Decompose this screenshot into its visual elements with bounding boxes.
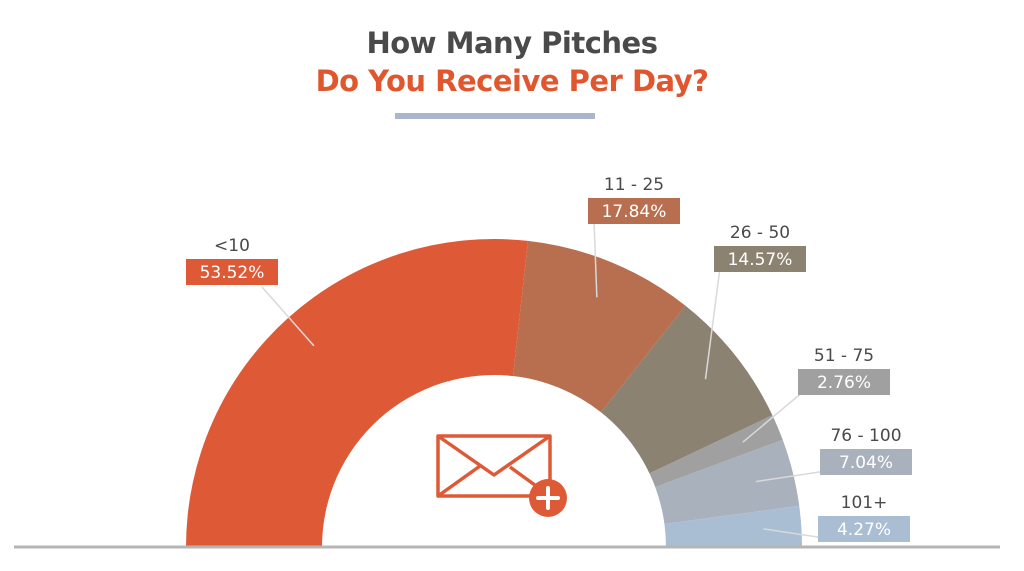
value-label-3: 2.76% — [817, 373, 871, 393]
value-box-5 — [818, 516, 910, 542]
value-box-3 — [798, 369, 890, 395]
leader-line-1 — [593, 219, 598, 298]
value-label-4: 7.04% — [839, 453, 893, 473]
envelope-plus-icon — [436, 434, 567, 517]
segment-5 — [664, 505, 802, 547]
value-label-1: 17.84% — [602, 202, 667, 222]
value-box-1 — [588, 198, 680, 224]
value-box-2 — [714, 246, 806, 272]
category-label-2: 26 - 50 — [730, 223, 790, 243]
leader-lines — [261, 219, 827, 539]
leader-line-3 — [742, 390, 805, 443]
segment-3 — [649, 415, 783, 488]
segment-0 — [186, 238, 528, 547]
value-box-4 — [820, 449, 912, 475]
leader-line-5 — [763, 528, 825, 539]
category-label-4: 76 - 100 — [830, 426, 901, 446]
value-label-2: 14.57% — [728, 250, 793, 270]
segment-4 — [655, 439, 800, 524]
leader-line-0 — [261, 286, 315, 347]
category-label-0: <10 — [214, 236, 250, 256]
leader-line-4 — [755, 470, 827, 483]
leader-line-2 — [704, 267, 721, 380]
chart-segments — [186, 238, 802, 547]
title-line-1: How Many Pitches — [366, 26, 658, 60]
value-label-5: 4.27% — [837, 520, 891, 540]
title-line-2: Do You Receive Per Day? — [315, 64, 709, 98]
value-label-0: 53.52% — [200, 263, 265, 283]
value-box-0 — [186, 259, 278, 285]
category-label-3: 51 - 75 — [814, 346, 874, 366]
chart-labels: <10 53.52% 11 - 25 17.84% 26 - 50 14.57% 51 - … — [186, 175, 912, 542]
category-label-1: 11 - 25 — [604, 175, 664, 195]
segment-2 — [600, 305, 773, 474]
segment-1 — [512, 240, 686, 413]
category-label-5: 101+ — [841, 493, 888, 513]
title-underline — [395, 113, 595, 119]
chart-title: How Many Pitches Do You Receive Per Day? — [0, 24, 1024, 100]
